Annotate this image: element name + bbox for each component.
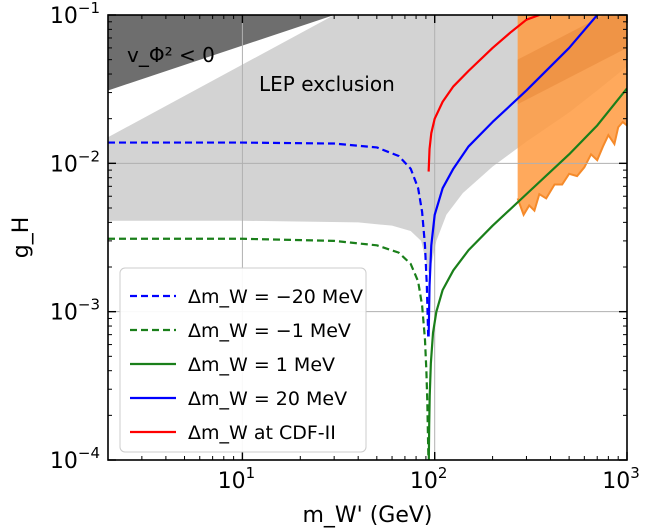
annotations: v_Φ² < 0 LEP exclusion [127, 43, 395, 96]
y-tick-label: 10−3 [50, 296, 100, 326]
x-tick-label: 102 [410, 464, 448, 494]
shaded-regions [108, 15, 627, 274]
series-line-3 [427, 15, 599, 337]
orange-band-edge [516, 120, 627, 218]
series-line-2 [427, 87, 627, 460]
series-line-0 [108, 141, 430, 337]
y-tick-label: 10−4 [50, 444, 100, 474]
series-lines [108, 15, 627, 460]
y-tick-label: 10−1 [50, 0, 100, 29]
x-tick-label: 103 [602, 464, 640, 494]
legend: Δm_W = −20 MeV Δm_W = −1 MeV Δm_W = 1 MeV Δ… [119, 267, 367, 453]
series-line-4 [427, 15, 540, 172]
region-0 [108, 15, 335, 91]
y-tick-label: 10−2 [50, 147, 100, 177]
legend-label: Δm_W = −20 MeV [188, 286, 363, 308]
y-axis-label: g_H [9, 217, 34, 259]
legend-label: Δm_W at CDF-II [188, 422, 336, 444]
series-line-1 [108, 237, 430, 460]
legend-label: Δm_W = 1 MeV [188, 354, 335, 376]
region-1 [108, 15, 627, 274]
axis-ticks: 101 102 103 10−4 10−3 10−2 10−1 [50, 0, 640, 494]
legend-label: Δm_W = −1 MeV [188, 320, 351, 342]
x-tick-label: 101 [218, 464, 256, 494]
vacuum-region-label: v_Φ² < 0 [127, 43, 215, 67]
legend-label: Δm_W = 20 MeV [188, 388, 347, 410]
x-axis-label: m_W' (GeV) [302, 503, 432, 528]
plot-frame [107, 14, 628, 461]
orange-band-stripe [517, 15, 627, 105]
lep-exclusion-label: LEP exclusion [259, 72, 395, 96]
